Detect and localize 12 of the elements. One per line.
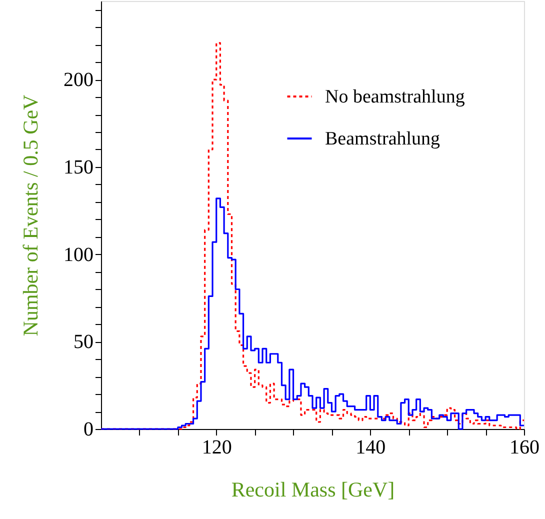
x-tick-label: 160 [510, 436, 540, 458]
y-tick-label: 200 [64, 69, 94, 92]
y-tick-label: 0 [84, 418, 94, 440]
y-tick-label: 50 [74, 331, 94, 354]
y-tick-label: 100 [64, 244, 94, 266]
y-tick-label: 150 [64, 156, 94, 178]
y-axis-title: Number of Events / 0.5 GeV [18, 94, 42, 336]
legend-label: Beamstrahlung [325, 128, 441, 150]
legend-label: No beamstrahlung [325, 86, 466, 108]
x-tick-label: 140 [356, 436, 386, 458]
x-tick-label: 120 [202, 436, 232, 458]
x-axis-title: Recoil Mass [GeV] [231, 478, 395, 502]
